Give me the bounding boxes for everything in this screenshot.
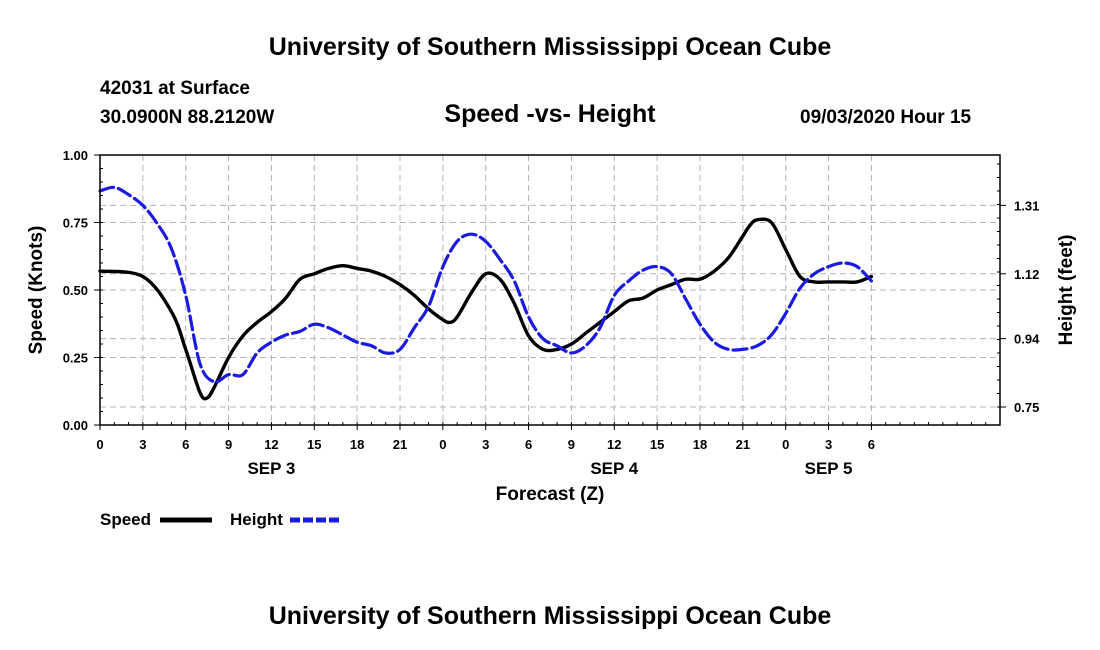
x-tick-label: 0 xyxy=(782,437,789,452)
x-tick-label: 3 xyxy=(139,437,146,452)
y2-tick-label: 1.12 xyxy=(1014,267,1039,282)
page-title-top: University of Southern Mississippi Ocean… xyxy=(268,33,832,61)
x-tick-label: 21 xyxy=(393,437,407,452)
station-label: 42031 at Surface xyxy=(100,78,250,99)
legend-speed-label: Speed xyxy=(100,510,152,529)
x-tick-label: 3 xyxy=(482,437,489,452)
y-axis-label: Speed (Knots) xyxy=(26,226,47,355)
series-line-speed xyxy=(98,217,874,401)
x-tick-label: 18 xyxy=(693,437,707,452)
x-tick-label: 3 xyxy=(825,437,832,452)
y-tick-label: 0.50 xyxy=(63,283,88,298)
x-tick-label: 0 xyxy=(96,437,103,452)
chart-grid xyxy=(100,155,1000,425)
y-tick-label: 1.00 xyxy=(63,148,88,163)
x-tick-label: 12 xyxy=(607,437,621,452)
x-tick-label: 15 xyxy=(650,437,664,452)
y-tick-label: 0.00 xyxy=(63,418,88,433)
x-tick-label: 6 xyxy=(525,437,532,452)
y2-tick-label: 1.31 xyxy=(1014,198,1039,213)
x-day-label: SEP 5 xyxy=(805,459,853,478)
legend-speed-swatch xyxy=(160,517,212,523)
x-tick-label: 6 xyxy=(182,437,189,452)
x-tick-label: 12 xyxy=(264,437,278,452)
x-tick-label: 9 xyxy=(225,437,232,452)
y2-tick-label: 0.94 xyxy=(1014,332,1040,347)
chart: 0 3 6 9 12 15 18 21 0 3 6 9 12 15 18 21 0 3 6 SEP 3 SEP 4 SEP… xyxy=(26,148,1077,505)
x-tick-label: 0 xyxy=(439,437,446,452)
y2-axis-label: Height (feet) xyxy=(1056,235,1077,346)
x-tick-label: 18 xyxy=(350,437,364,452)
legend-height-swatch xyxy=(290,517,342,523)
x-tick-label: 6 xyxy=(868,437,875,452)
y-tick-label: 0.75 xyxy=(63,216,88,231)
y-tick-label: 0.25 xyxy=(63,351,88,366)
chart-series xyxy=(98,185,874,401)
x-day-label: SEP 4 xyxy=(590,459,638,478)
plot-title: Speed -vs- Height xyxy=(444,100,656,128)
chart-ticks: 0 3 6 9 12 15 18 21 0 3 6 9 12 15 18 21 0 3 6 SEP 3 SEP 4 SEP… xyxy=(63,148,1040,478)
legend: Speed xyxy=(100,510,151,530)
series-line-height xyxy=(98,185,873,384)
x-tick-label: 15 xyxy=(307,437,321,452)
x-tick-label: 21 xyxy=(736,437,750,452)
location-label: 30.0900N 88.2120W xyxy=(100,107,275,128)
legend-height-label: Height xyxy=(230,510,283,529)
y2-tick-label: 0.75 xyxy=(1014,400,1039,415)
legend-height: Height xyxy=(230,510,283,530)
plot-frame xyxy=(99,154,1001,426)
x-day-label: SEP 3 xyxy=(247,459,295,478)
x-axis-label: Forecast (Z) xyxy=(496,484,605,505)
x-tick-label: 9 xyxy=(568,437,575,452)
datetime-label: 09/03/2020 Hour 15 xyxy=(800,107,972,128)
page-title-bottom: University of Southern Mississippi Ocean… xyxy=(268,602,832,630)
